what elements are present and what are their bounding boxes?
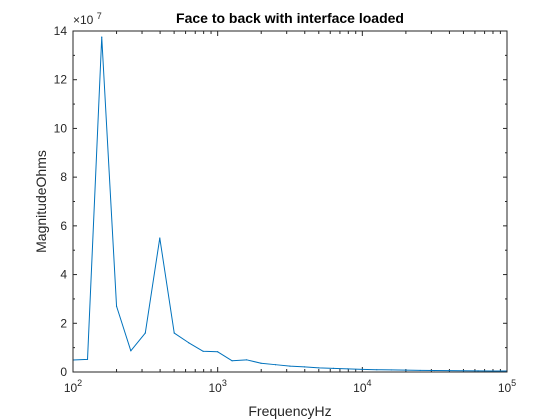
y-tick-label: 6 <box>60 219 67 233</box>
y-tick-label: 8 <box>60 170 67 184</box>
data-point <box>130 350 132 352</box>
y-axis-exponent: ×10 7 <box>73 11 102 27</box>
data-point <box>463 370 465 372</box>
x-axis-ticks: 102 103 104 105 <box>64 31 516 395</box>
y-axis-exponent-base: ×10 <box>73 13 94 27</box>
data-point <box>390 369 392 371</box>
data-point <box>144 332 146 334</box>
data-point <box>231 360 233 362</box>
data-point <box>361 368 363 370</box>
data-point <box>289 365 291 367</box>
data-point <box>448 370 450 372</box>
y-tick-label: 4 <box>60 268 67 282</box>
y-tick-label: 14 <box>54 24 68 38</box>
data-point <box>332 367 334 369</box>
x-tick-label: 105 <box>498 378 516 395</box>
data-point <box>347 368 349 370</box>
series-points <box>72 36 508 372</box>
x-tick-label: 104 <box>353 378 371 395</box>
data-point <box>376 369 378 371</box>
data-point <box>173 332 175 334</box>
x-tick-label-base: 10 <box>498 381 512 395</box>
data-point <box>217 351 219 353</box>
data-point <box>159 237 161 239</box>
data-point <box>303 366 306 368</box>
axes-background <box>73 31 507 372</box>
data-point <box>491 370 494 372</box>
data-point <box>477 370 479 372</box>
y-tick-label: 2 <box>60 316 67 330</box>
data-point <box>405 369 407 371</box>
x-tick-label-base: 10 <box>208 381 222 395</box>
data-point <box>419 369 421 372</box>
y-axis-exponent-power: 7 <box>97 11 102 21</box>
x-tick-label-exponent: 2 <box>77 378 82 388</box>
axes-box <box>72 30 508 373</box>
data-point <box>318 367 320 369</box>
data-point <box>260 362 262 364</box>
x-tick-label-base: 10 <box>64 381 78 395</box>
data-point <box>434 369 436 372</box>
data-point <box>101 36 103 38</box>
x-tick-label-exponent: 5 <box>511 378 516 388</box>
x-tick-label-exponent: 4 <box>367 378 372 388</box>
x-tick-label-exponent: 3 <box>222 378 227 388</box>
data-point <box>86 358 89 360</box>
chart-title: Face to back with interface loaded <box>176 10 404 26</box>
x-tick-label-base: 10 <box>353 381 367 395</box>
data-point <box>188 342 190 344</box>
y-tick-label: 0 <box>60 365 67 379</box>
y-tick-label: 12 <box>54 73 68 87</box>
y-axis-label: MagnitudeOhms <box>33 150 49 253</box>
x-tick-label: 103 <box>208 378 226 395</box>
data-point <box>115 305 118 307</box>
data-point <box>246 359 248 361</box>
x-axis-label: FrequencyHz <box>248 403 331 419</box>
data-point <box>274 364 277 366</box>
x-tick-label: 102 <box>64 378 82 395</box>
data-point <box>202 350 204 352</box>
y-tick-label: 10 <box>54 121 68 135</box>
